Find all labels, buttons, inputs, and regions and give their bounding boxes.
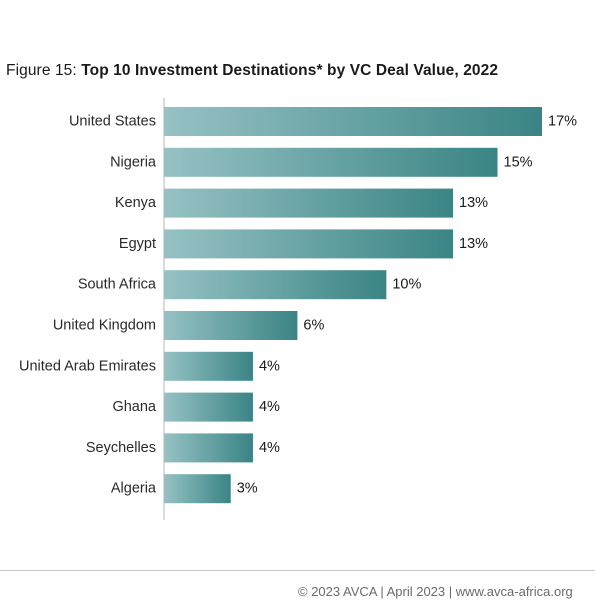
bar-ghana <box>164 392 253 422</box>
bar-south-africa <box>164 270 387 300</box>
bar-united-arab-emirates <box>164 351 253 381</box>
value-label-seychelles: 4% <box>259 440 280 456</box>
category-label-united-arab-emirates: United Arab Emirates <box>19 358 156 374</box>
value-label-united-arab-emirates: 4% <box>259 358 280 374</box>
bar-nigeria <box>164 147 498 177</box>
chart-title-prefix: Figure 15: <box>6 62 82 79</box>
category-label-algeria: Algeria <box>111 481 157 497</box>
bar-chart: United States 17% Nigeria 15% Kenya 13% Egypt 1… <box>19 98 577 520</box>
category-label-ghana: Ghana <box>112 399 156 415</box>
value-label-nigeria: 15% <box>504 154 533 170</box>
chart-title: Figure 15: Top 10 Investment Destination… <box>6 62 498 80</box>
value-label-egypt: 13% <box>459 236 488 252</box>
bar-seychelles <box>164 433 253 463</box>
category-label-kenya: Kenya <box>115 195 157 211</box>
value-label-united-kingdom: 6% <box>303 318 324 334</box>
category-label-nigeria: Nigeria <box>110 154 157 170</box>
bars-layer: United States 17% Nigeria 15% Kenya 13% Egypt 1… <box>19 107 577 504</box>
category-label-egypt: Egypt <box>119 236 156 252</box>
footer-divider <box>0 570 595 571</box>
category-label-united-states: United States <box>69 114 156 130</box>
value-label-kenya: 13% <box>459 195 488 211</box>
bar-united-kingdom <box>164 311 298 340</box>
bar-kenya <box>164 188 454 218</box>
value-label-ghana: 4% <box>259 399 280 415</box>
category-label-seychelles: Seychelles <box>86 440 156 456</box>
bar-algeria <box>164 474 231 504</box>
footer-text: © 2023 AVCA | April 2023 | www.avca-afri… <box>298 584 573 599</box>
value-label-united-states: 17% <box>548 114 577 130</box>
category-label-south-africa: South Africa <box>78 277 157 293</box>
bar-united-states <box>164 107 542 136</box>
bar-egypt <box>164 229 454 259</box>
value-label-south-africa: 10% <box>392 277 421 293</box>
chart-title-main: Top 10 Investment Destinations* by VC De… <box>81 62 499 79</box>
value-label-algeria: 3% <box>237 481 258 497</box>
category-label-united-kingdom: United Kingdom <box>53 318 156 334</box>
